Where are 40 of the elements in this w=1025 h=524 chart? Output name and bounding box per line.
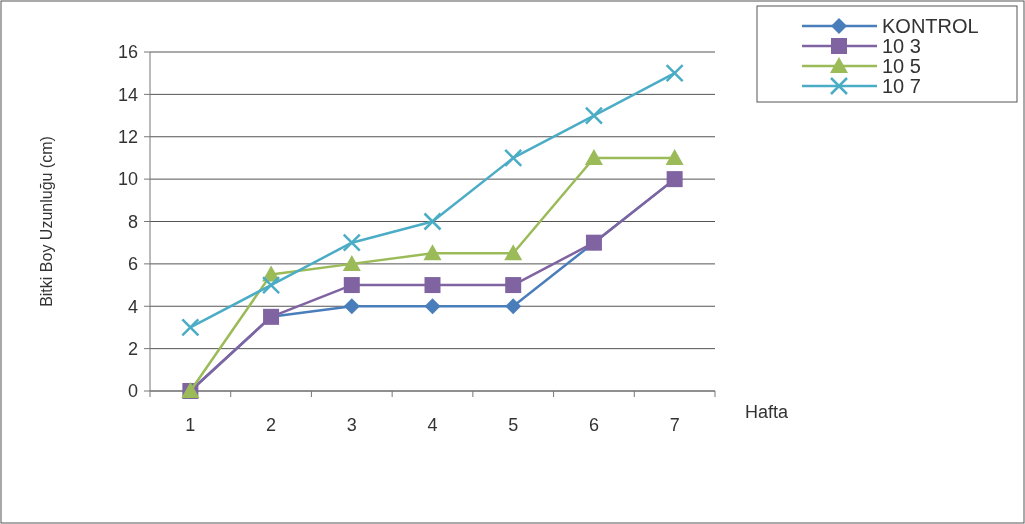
- point: [423, 212, 442, 231]
- point: [424, 277, 441, 294]
- y-tick-label: 2: [127, 338, 138, 359]
- y-tick-label: 12: [117, 127, 138, 148]
- y-tick-label: 8: [127, 211, 138, 232]
- point: [261, 275, 281, 295]
- legend-label: KONTROL: [882, 15, 979, 37]
- point: [343, 298, 360, 315]
- legend-label: 10 3: [882, 35, 921, 57]
- point: [505, 277, 522, 294]
- point: [342, 233, 362, 252]
- legend-label: 10 7: [882, 75, 921, 97]
- x-tick-label: 2: [266, 415, 277, 435]
- x-tick-label: 7: [669, 415, 680, 435]
- x-axis-title: Hafta: [745, 402, 790, 422]
- y-tick-label: 10: [117, 169, 138, 190]
- y-tick-label: 4: [127, 296, 138, 317]
- point: [505, 298, 522, 315]
- point: [584, 106, 604, 125]
- y-axis-title: Bitki Boy Uzunluğu (cm): [38, 136, 55, 307]
- point: [665, 148, 684, 165]
- point: [423, 244, 442, 261]
- y-tick-label: 6: [127, 254, 138, 275]
- x-tick-label: 1: [185, 415, 196, 435]
- x-tick-label: 6: [588, 415, 599, 435]
- point: [503, 148, 523, 168]
- x-tick-label: 3: [346, 415, 357, 435]
- y-tick-label: 0: [127, 381, 138, 402]
- y-tick-label: 14: [117, 84, 138, 105]
- point: [665, 63, 684, 83]
- point: [181, 318, 200, 337]
- x-tick-label: 5: [508, 415, 519, 435]
- point: [342, 254, 361, 271]
- point: [343, 277, 360, 294]
- x-tick-label: 4: [427, 415, 438, 435]
- y-tick-label: 16: [117, 42, 138, 63]
- point: [584, 148, 603, 165]
- point: [504, 244, 523, 261]
- point: [424, 298, 441, 315]
- legend-label: 10 5: [882, 55, 921, 77]
